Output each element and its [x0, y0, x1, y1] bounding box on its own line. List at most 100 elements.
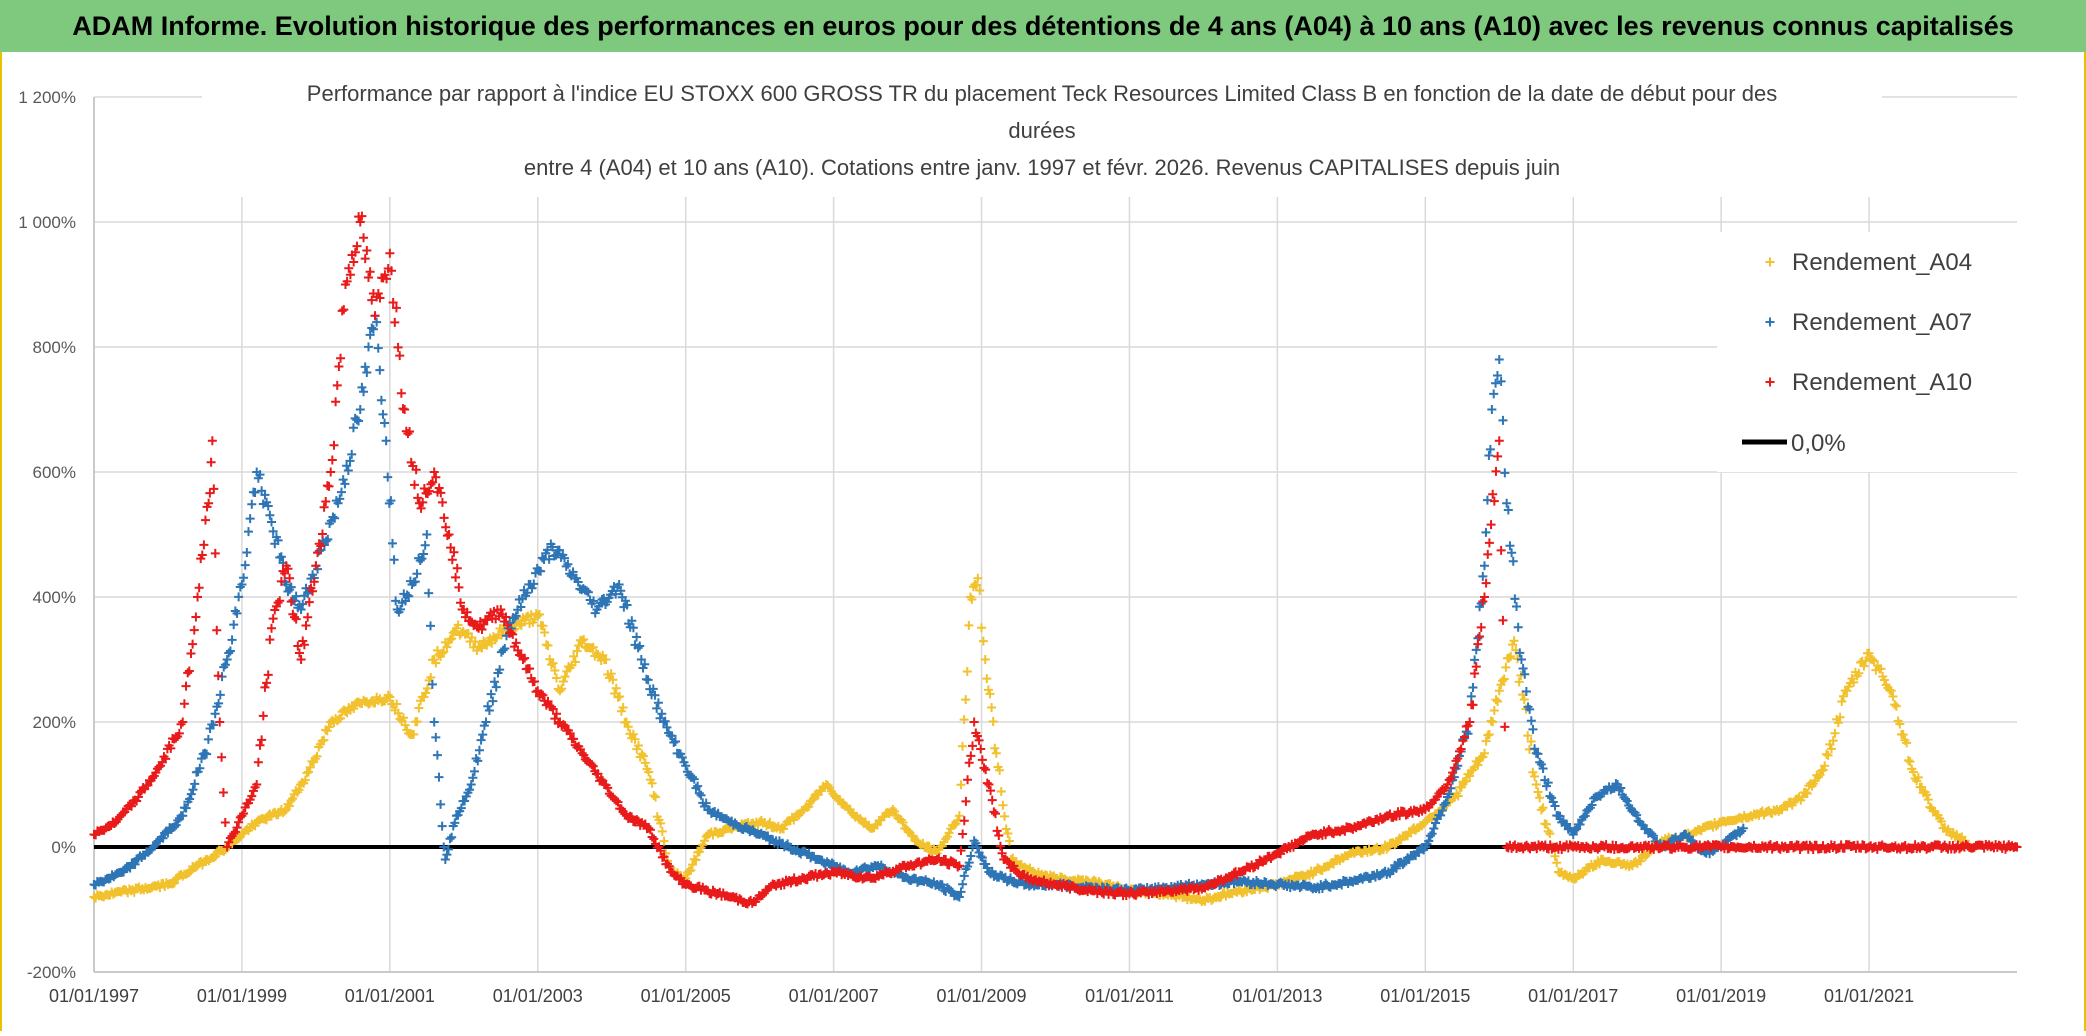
y-tick-label: 1 200% — [18, 88, 76, 107]
interp-point — [1507, 548, 1517, 558]
interp-point — [525, 664, 535, 674]
interp-point — [445, 635, 455, 645]
data-point — [1502, 498, 1512, 508]
interp-point — [299, 640, 309, 650]
interp-point — [1465, 771, 1475, 781]
interp-point — [331, 397, 341, 407]
interp-point — [405, 427, 415, 437]
interp-point — [597, 595, 607, 604]
data-point — [267, 517, 277, 527]
interp-point — [1505, 541, 1515, 551]
interp-point — [313, 548, 323, 558]
interp-point — [319, 735, 329, 745]
interp-point — [550, 666, 560, 676]
interp-point — [956, 846, 966, 856]
interp-point — [285, 573, 295, 583]
interp-point — [971, 580, 981, 590]
interp-point — [319, 502, 329, 512]
interp-point — [1854, 668, 1864, 678]
interp-point — [217, 752, 227, 762]
interp-point — [280, 806, 290, 816]
interp-point — [1004, 857, 1014, 867]
interp-point — [611, 589, 621, 599]
interp-point — [283, 564, 293, 574]
interp-point — [176, 811, 186, 821]
interp-point — [428, 477, 438, 487]
interp-point — [962, 666, 972, 676]
interp-point — [1496, 545, 1506, 555]
interp-point — [391, 596, 401, 606]
interp-point — [590, 608, 600, 618]
interp-point — [437, 821, 447, 831]
interp-point — [862, 820, 872, 830]
interp-point — [474, 745, 484, 755]
interp-point — [543, 696, 553, 706]
interp-point — [1276, 849, 1286, 859]
interp-point — [1580, 811, 1590, 821]
interp-point — [434, 483, 444, 493]
data-point — [1531, 780, 1541, 789]
interp-point — [426, 621, 436, 631]
data-point — [429, 467, 439, 477]
interp-point — [418, 497, 428, 507]
interp-point — [1536, 805, 1546, 815]
interp-point — [229, 620, 239, 630]
interp-point — [1484, 538, 1494, 548]
interp-point — [1436, 810, 1446, 820]
interp-point — [1481, 736, 1491, 746]
data-point — [311, 561, 321, 571]
interp-point — [472, 622, 482, 632]
interp-point — [1543, 778, 1553, 788]
interp-point — [1425, 831, 1435, 841]
interp-point — [352, 415, 362, 425]
interp-point — [601, 654, 611, 664]
interp-point — [431, 658, 441, 668]
interp-point — [1089, 875, 1099, 885]
interp-point — [477, 643, 487, 653]
interp-point — [447, 832, 457, 842]
interp-point — [967, 594, 977, 604]
interp-point — [432, 645, 442, 655]
interp-point — [511, 638, 521, 648]
interp-point — [166, 743, 176, 753]
interp-point — [476, 735, 486, 745]
report-banner: ADAM Informe. Evolution historique des p… — [0, 0, 2086, 52]
interp-point — [300, 775, 310, 785]
interp-point — [1621, 794, 1631, 804]
interp-point — [352, 241, 362, 251]
interp-point — [998, 800, 1008, 810]
interp-point — [213, 671, 223, 681]
interp-point — [978, 636, 988, 646]
interp-point — [1468, 700, 1478, 710]
interp-point — [250, 821, 260, 831]
interp-point — [1493, 451, 1503, 461]
interp-point — [183, 668, 193, 678]
interp-point — [620, 809, 630, 819]
interp-point — [1595, 859, 1605, 869]
interp-point — [328, 512, 338, 522]
interp-point — [500, 644, 510, 654]
interp-point — [232, 608, 242, 618]
legend-label: Rendement_A04 — [1792, 249, 1972, 276]
interp-point — [202, 749, 212, 759]
interp-point — [447, 555, 457, 565]
data-point — [355, 405, 365, 414]
interp-point — [1437, 805, 1447, 815]
interp-point — [443, 844, 453, 854]
interp-point — [323, 534, 333, 544]
interp-point — [214, 698, 224, 708]
interp-point — [688, 860, 698, 870]
interp-point — [1895, 719, 1905, 729]
interp-point — [1538, 763, 1548, 773]
report-title: ADAM Informe. Evolution historique des p… — [72, 10, 2014, 41]
interp-point — [431, 472, 441, 482]
interp-point — [452, 563, 462, 573]
interp-point — [649, 834, 659, 844]
interp-point — [242, 548, 252, 558]
chart-area: -200% 0% 200% 400% 600% 800% 1 000% 1 200% 01/01… — [0, 52, 2086, 1031]
interp-point — [359, 233, 369, 243]
interp-point — [1632, 810, 1642, 820]
interp-point — [659, 836, 669, 846]
interp-point — [1419, 845, 1429, 855]
data-point — [1494, 436, 1504, 446]
